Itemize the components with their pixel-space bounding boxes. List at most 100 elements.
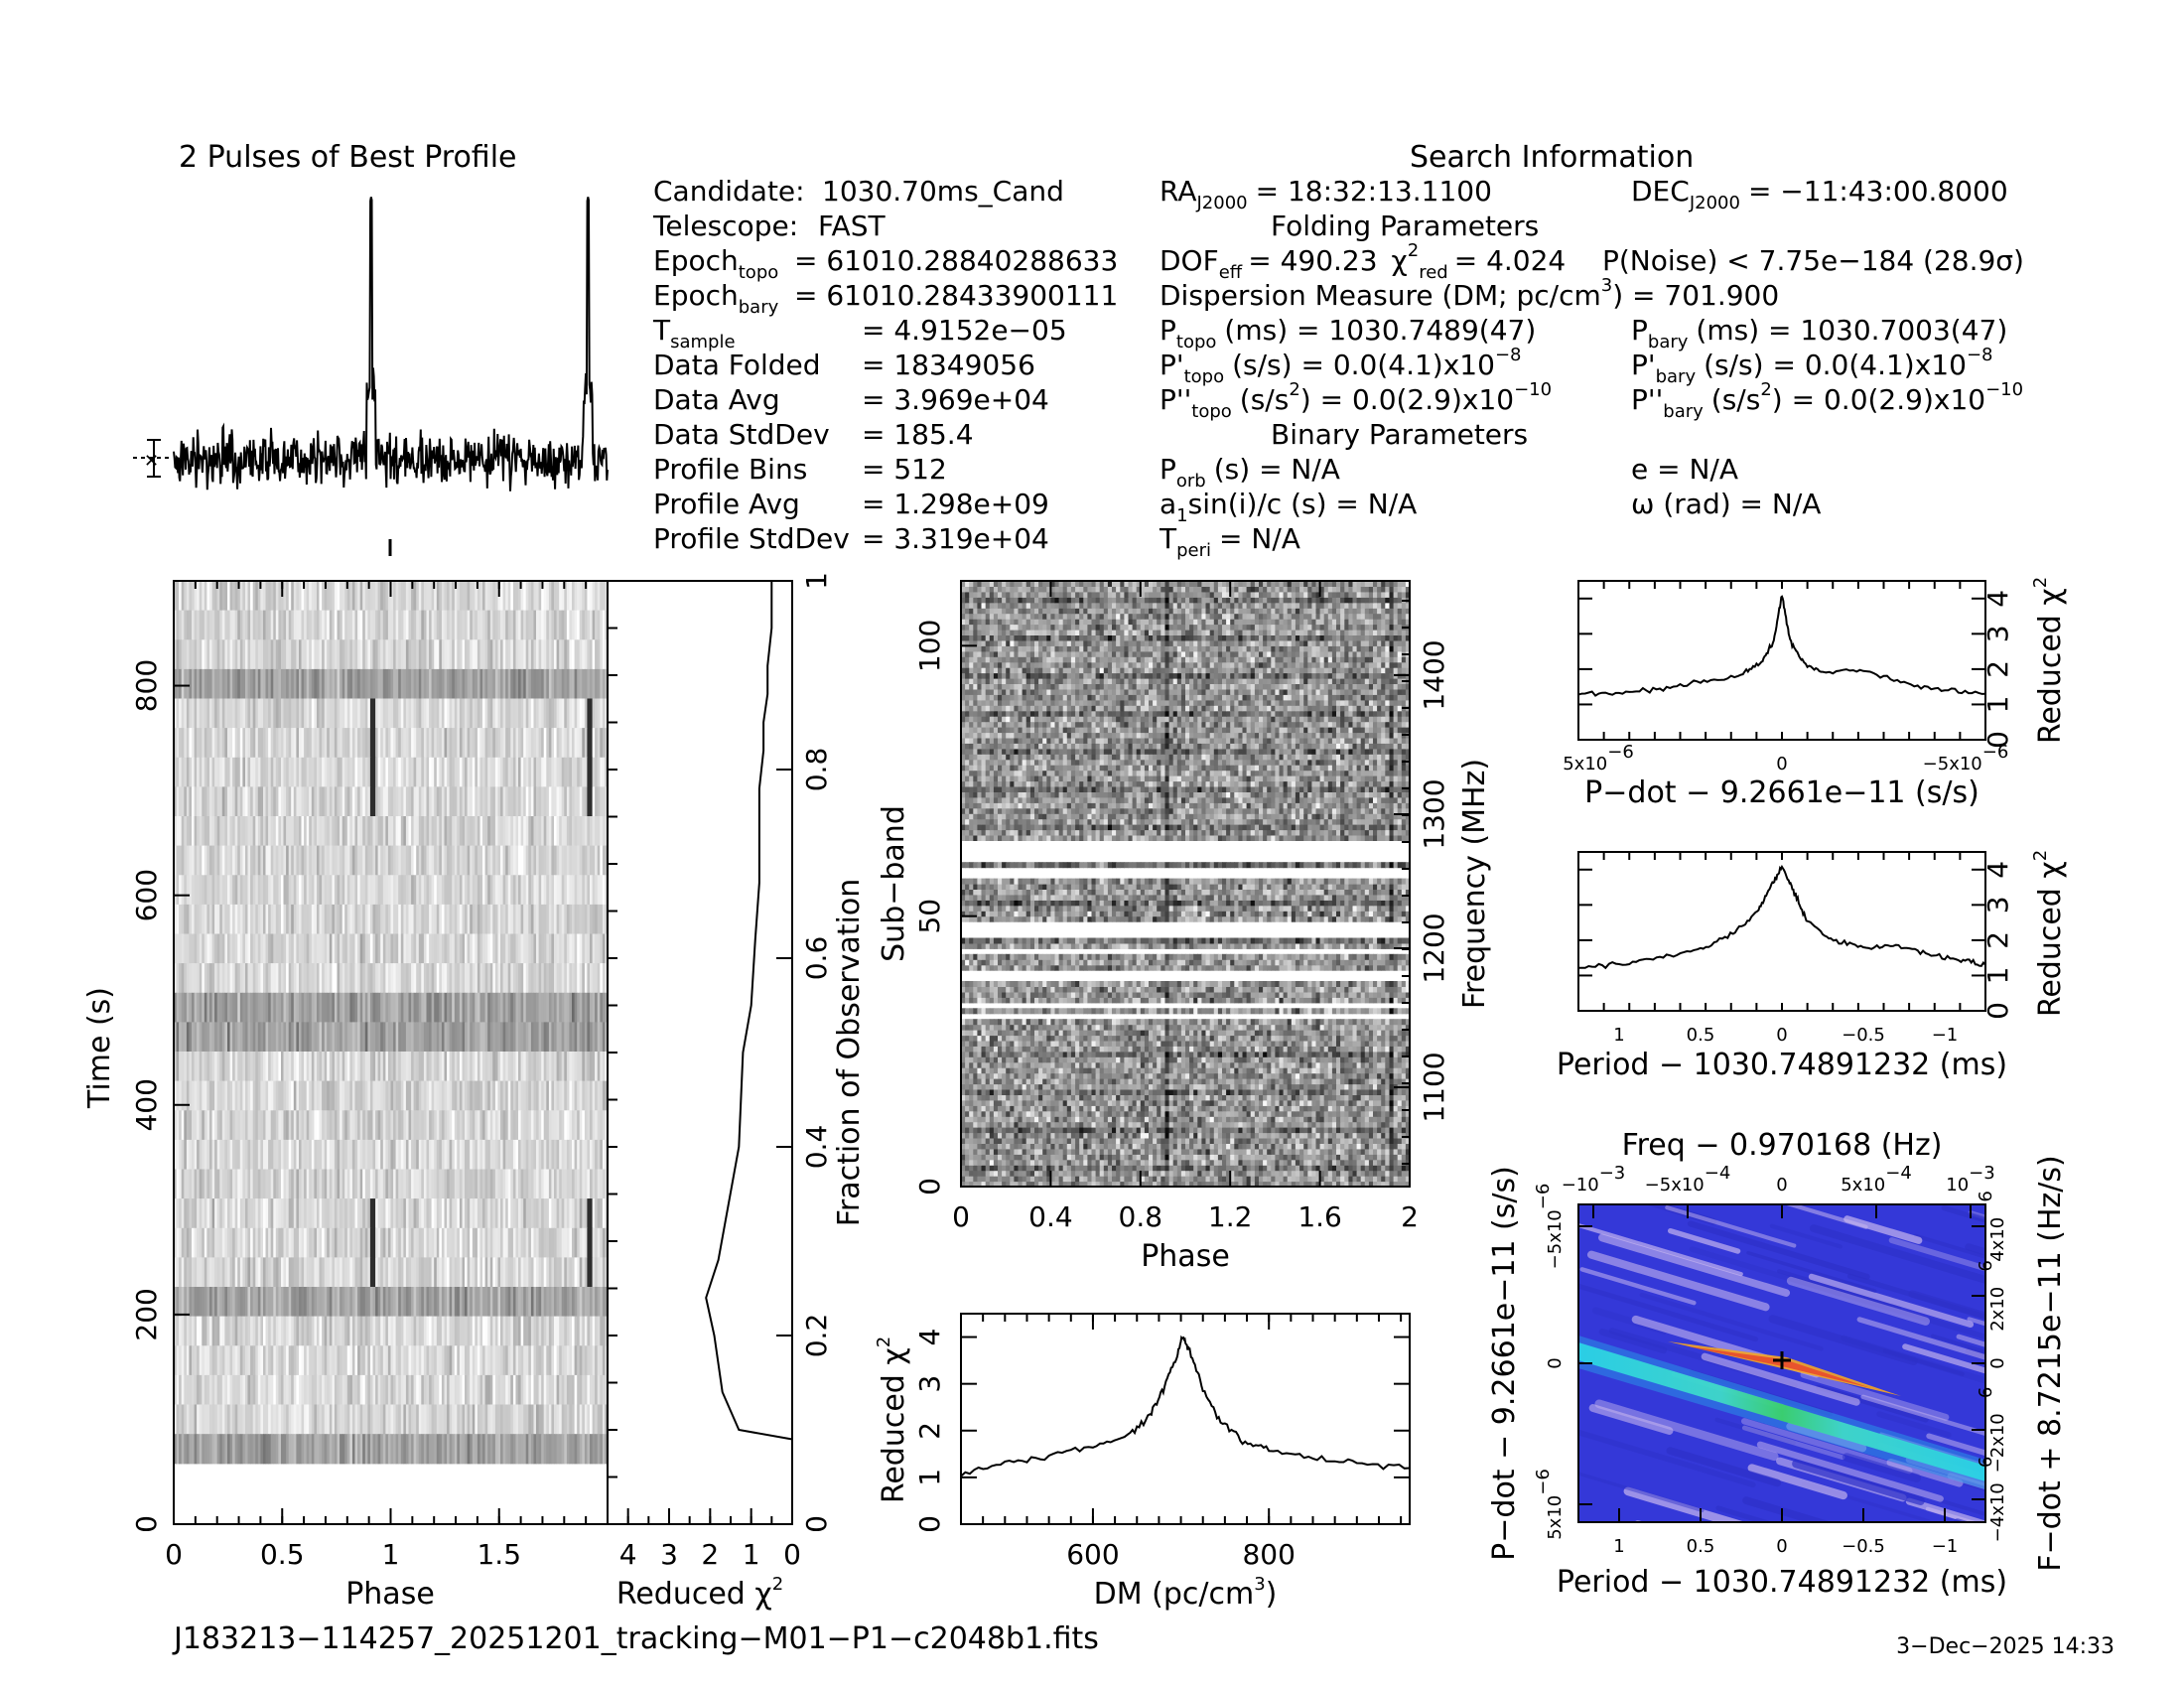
time-phase-cell <box>192 639 196 670</box>
time-phase-cell <box>541 933 545 964</box>
time-phase-cell <box>518 1110 522 1141</box>
time-phase-cell <box>510 1022 514 1053</box>
time-phase-cell <box>337 1110 341 1141</box>
time-phase-cell <box>242 875 246 906</box>
time-phase-cell <box>344 933 348 964</box>
time-phase-cell <box>426 875 430 906</box>
time-phase-cell <box>525 933 529 964</box>
time-phase-cell <box>520 786 524 817</box>
time-phase-cell <box>273 668 277 700</box>
time-phase-cell <box>502 875 506 906</box>
time-phase-cell <box>465 904 469 935</box>
time-phase-cell <box>377 904 381 935</box>
time-phase-cell <box>548 904 553 935</box>
time-phase-cell <box>574 1198 578 1229</box>
time-phase-cell <box>255 1198 259 1229</box>
time-phase-cell <box>510 610 514 640</box>
time-phase-cell <box>577 1169 581 1199</box>
time-phase-cell <box>270 581 274 612</box>
time-phase-cell <box>449 610 453 640</box>
time-phase-cell <box>291 904 295 935</box>
time-phase-cell <box>387 639 392 670</box>
time-phase-cell <box>489 1374 493 1406</box>
time-phase-cell <box>530 1022 535 1053</box>
time-phase-cell <box>385 1374 389 1406</box>
time-phase-cell <box>556 933 560 964</box>
time-phase-cell <box>204 1434 207 1465</box>
time-phase-cell <box>288 933 292 964</box>
time-phase-cell <box>536 1139 540 1171</box>
time-phase-cell <box>507 845 511 876</box>
time-phase-cell <box>329 1139 333 1171</box>
time-phase-cell <box>525 1316 529 1346</box>
time-phase-cell <box>602 1022 607 1053</box>
time-phase-cell <box>319 1139 323 1171</box>
time-phase-cell <box>479 1374 483 1406</box>
time-phase-cell <box>512 786 517 817</box>
time-phase-cell <box>237 1345 241 1376</box>
time-phase-cell <box>299 1080 303 1111</box>
time-phase-cell <box>332 610 336 640</box>
time-phase-cell <box>538 728 542 759</box>
time-phase-cell <box>566 581 571 612</box>
time-phase-cell <box>273 1110 277 1141</box>
time-phase-cell <box>242 963 246 994</box>
time-phase-cell <box>380 1257 384 1288</box>
time-phase-cell <box>497 1022 501 1053</box>
time-phase-cell <box>176 875 180 906</box>
time-phase-cell <box>572 1287 576 1318</box>
time-phase-cell <box>382 904 386 935</box>
time-phase-cell <box>528 1169 532 1199</box>
time-phase-cell <box>548 992 553 1023</box>
time-phase-cell <box>559 1345 563 1376</box>
time-phase-cell <box>283 1169 287 1199</box>
time-phase-cell <box>541 963 545 994</box>
time-phase-cell <box>346 1374 350 1406</box>
time-phase-cell <box>439 1316 443 1346</box>
time-phase-cell <box>543 1110 547 1141</box>
time-phase-cell <box>602 963 607 994</box>
time-phase-cell <box>454 1139 458 1171</box>
time-phase-cell <box>492 1227 496 1258</box>
time-phase-cell <box>364 1022 368 1053</box>
time-phase-cell <box>322 963 326 994</box>
time-phase-cell <box>340 668 343 700</box>
time-phase-cell <box>197 581 201 612</box>
time-phase-cell <box>194 668 198 700</box>
time-phase-cell <box>487 1169 491 1199</box>
time-phase-cell <box>301 1080 305 1111</box>
time-phase-cell <box>520 610 524 640</box>
time-phase-cell <box>569 875 573 906</box>
time-phase-cell <box>479 1227 483 1258</box>
time-phase-cell <box>260 816 264 847</box>
time-phase-cell <box>344 610 348 640</box>
time-phase-cell <box>306 668 310 700</box>
time-phase-cell <box>372 610 376 640</box>
time-phase-cell <box>281 1052 285 1082</box>
time-phase-cell <box>536 668 540 700</box>
time-phase-cell <box>265 1110 269 1141</box>
time-phase-cell <box>515 992 519 1023</box>
time-phase-cell <box>380 639 384 670</box>
time-phase-cell <box>232 1080 236 1111</box>
time-phase-cell <box>477 1404 481 1435</box>
time-phase-cell <box>359 845 363 876</box>
time-phase-cell <box>237 639 241 670</box>
time-phase-cell <box>214 698 218 729</box>
time-phase-cell <box>263 963 267 994</box>
time-phase-cell <box>227 1052 231 1082</box>
time-phase-cell <box>497 1169 501 1199</box>
time-phase-cell <box>357 1052 361 1082</box>
time-phase-cell <box>421 757 425 787</box>
time-phase-cell <box>184 1198 188 1229</box>
time-phase-cell <box>447 1227 451 1258</box>
time-phase-cell <box>263 1227 267 1258</box>
time-phase-cell <box>311 1257 315 1288</box>
time-phase-cell <box>411 845 415 876</box>
time-phase-cell <box>574 1080 578 1111</box>
time-phase-cell <box>510 875 514 906</box>
time-phase-cell <box>291 1080 295 1111</box>
time-phase-cell <box>439 1257 443 1288</box>
time-phase-cell <box>395 668 399 700</box>
time-phase-cell <box>520 1374 524 1406</box>
